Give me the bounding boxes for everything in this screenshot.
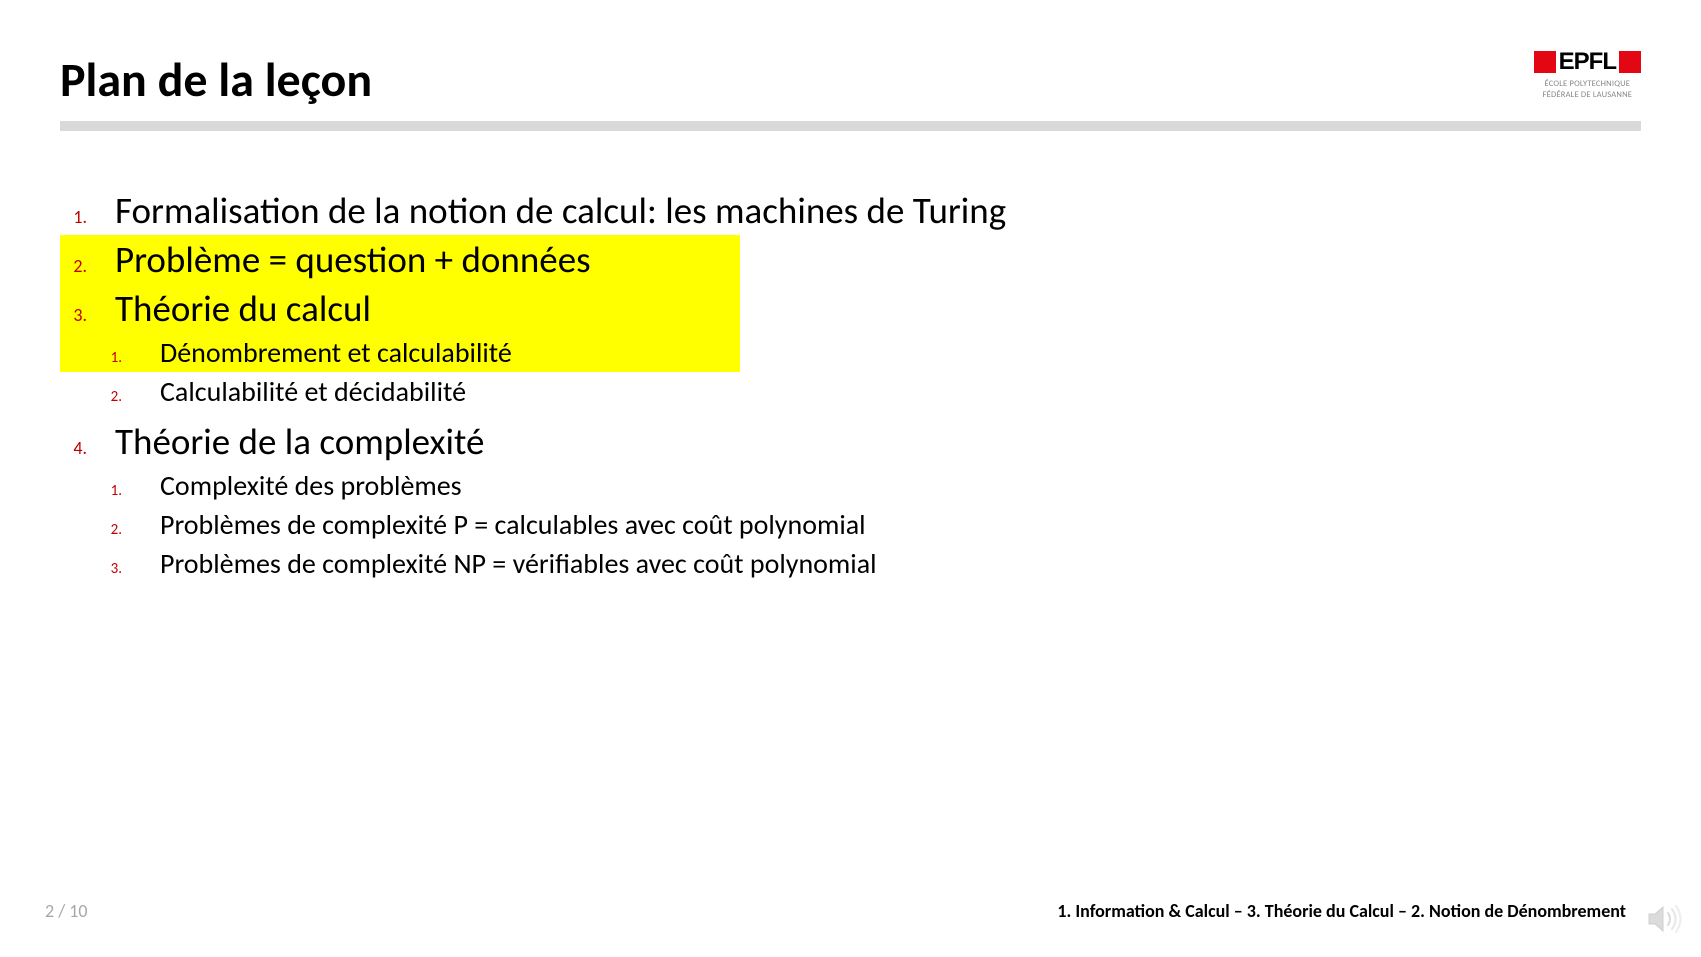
item-text: Théorie du calcul bbox=[115, 286, 371, 331]
item-number: 4. bbox=[60, 437, 115, 459]
logo-square-right bbox=[1619, 51, 1641, 73]
item-text: Complexité des problèmes bbox=[160, 468, 462, 503]
item-number: 3. bbox=[60, 304, 115, 326]
item-number: 3. bbox=[60, 560, 160, 578]
item-number: 1. bbox=[60, 482, 160, 500]
item-3-2: 2. Calculabilité et décidabilité bbox=[60, 372, 1641, 411]
slide-title: Plan de la leçon bbox=[60, 50, 1641, 109]
item-text: Théorie de la complexité bbox=[115, 419, 484, 464]
logo-subtitle-2: FÉDÉRALE DE LAUSANNE bbox=[1534, 91, 1641, 100]
item-1: 1. Formalisation de la notion de calcul:… bbox=[60, 186, 1641, 235]
item-3: 3. Théorie du calcul bbox=[60, 284, 740, 333]
breadcrumb: 1. Information & Calcul – 3. Théorie du … bbox=[1057, 900, 1626, 922]
logo-square-left bbox=[1534, 51, 1556, 73]
slide: Plan de la leçon EPFL ÉCOLE POLYTECHNIQU… bbox=[0, 0, 1701, 957]
item-text: Calculabilité et décidabilité bbox=[160, 374, 466, 409]
content: 1. Formalisation de la notion de calcul:… bbox=[60, 186, 1641, 583]
item-4-1: 1. Complexité des problèmes bbox=[60, 466, 1641, 505]
item-text: Problèmes de complexité NP = vérifiables… bbox=[160, 546, 877, 581]
logo-text: EPFL bbox=[1559, 48, 1616, 76]
item-number: 2. bbox=[60, 521, 160, 539]
title-divider bbox=[60, 121, 1641, 131]
item-number: 2. bbox=[60, 388, 160, 406]
item-4-2: 2. Problèmes de complexité P = calculabl… bbox=[60, 505, 1641, 544]
item-3-1: 1. Dénombrement et calculabilité bbox=[60, 333, 740, 372]
item-number: 1. bbox=[60, 206, 115, 228]
item-text: Formalisation de la notion de calcul: le… bbox=[115, 188, 1006, 233]
item-number: 2. bbox=[60, 255, 115, 277]
logo-mark: EPFL bbox=[1534, 48, 1641, 76]
page-number: 2 / 10 bbox=[45, 900, 87, 922]
item-4: 4. Théorie de la complexité bbox=[60, 417, 1641, 466]
item-4-3: 3. Problèmes de complexité NP = vérifiab… bbox=[60, 544, 1641, 583]
epfl-logo: EPFL ÉCOLE POLYTECHNIQUE FÉDÉRALE DE LAU… bbox=[1534, 48, 1641, 101]
item-text: Problème = question + données bbox=[115, 237, 591, 282]
item-text: Dénombrement et calculabilité bbox=[160, 335, 512, 370]
speaker-icon bbox=[1643, 899, 1683, 939]
logo-subtitle-1: ÉCOLE POLYTECHNIQUE bbox=[1534, 80, 1641, 89]
item-text: Problèmes de complexité P = calculables … bbox=[160, 507, 866, 542]
item-2: 2. Problème = question + données bbox=[60, 235, 740, 284]
item-number: 1. bbox=[60, 349, 160, 367]
